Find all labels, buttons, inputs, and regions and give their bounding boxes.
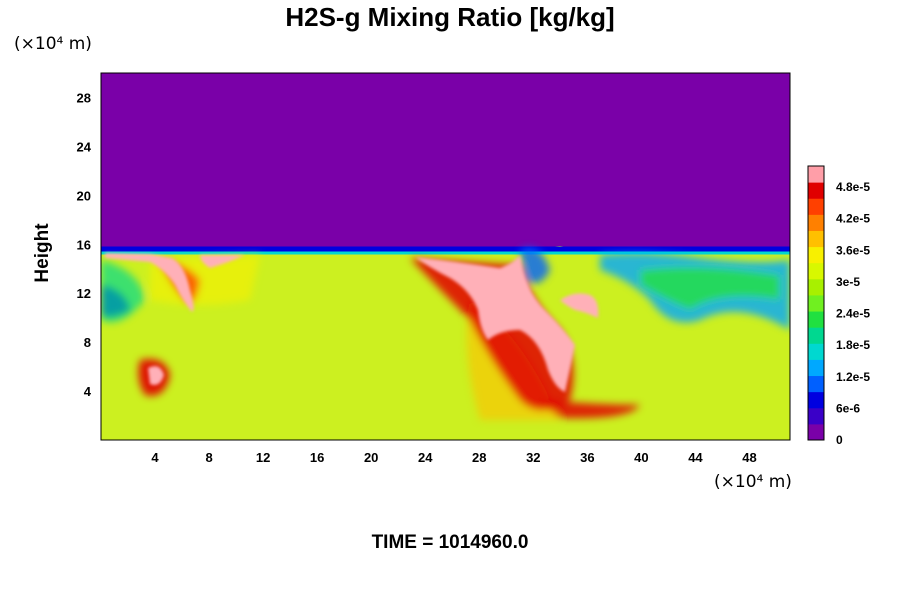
colorbar-segment — [808, 407, 824, 425]
y-tick-label: 20 — [77, 188, 91, 203]
colorbar-tick-label: 1.2e-5 — [836, 370, 870, 384]
y-axis-unit: (×10⁴ m) — [14, 34, 92, 54]
y-tick-label: 8 — [84, 335, 91, 350]
colorbar-segment — [808, 294, 824, 312]
colorbar-tick-label: 3e-5 — [836, 275, 860, 289]
x-tick-label: 24 — [418, 450, 433, 465]
colorbar-segment — [808, 343, 824, 360]
x-tick-label: 48 — [742, 450, 756, 465]
colorbar-tick-label: 4.2e-5 — [836, 212, 870, 226]
x-tick-label: 4 — [151, 450, 159, 465]
field-lower — [101, 246, 790, 440]
colorbar-segment — [808, 166, 824, 183]
colorbar-segment — [808, 359, 824, 377]
y-tick-label: 16 — [77, 237, 91, 252]
y-tick-label: 24 — [77, 139, 92, 154]
colorbar-segment — [808, 246, 824, 264]
plot-frame — [100, 72, 791, 441]
x-axis-ticks: 4 8 12 16 20 24 28 32 36 40 44 48 — [151, 450, 756, 465]
colorbar-tick-label: 6e-6 — [836, 401, 860, 415]
chart-title: H2S-g Mixing Ratio [kg/kg] — [285, 2, 615, 32]
x-tick-label: 40 — [634, 450, 648, 465]
colorbar-segment — [808, 182, 824, 199]
x-tick-label: 28 — [472, 450, 486, 465]
colorbar: 0 6e-6 1.2e-5 1.8e-5 2.4e-5 3e-5 3.6e-5 4.2e-5 4… — [807, 165, 870, 447]
colorbar-segment — [808, 198, 824, 215]
saturated-patches — [105, 253, 599, 392]
x-tick-label: 32 — [526, 450, 540, 465]
colorbar-tick-label: 1.8e-5 — [836, 338, 870, 352]
colorbar-segment — [808, 262, 824, 280]
colorbar-segment — [808, 214, 824, 231]
x-tick-label: 8 — [205, 450, 212, 465]
y-axis-ticks: 4 8 12 16 20 24 28 — [77, 90, 92, 399]
colorbar-tick-label: 4.8e-5 — [836, 180, 870, 194]
x-axis-unit: (×10⁴ m) — [714, 472, 792, 492]
colorbar-segment — [808, 327, 824, 344]
x-tick-label: 36 — [580, 450, 594, 465]
colorbar-segment — [808, 423, 824, 441]
colorbar-frame — [807, 165, 825, 441]
colorbar-tick-label: 0 — [836, 433, 843, 447]
y-tick-label: 12 — [77, 286, 91, 301]
x-tick-label: 20 — [364, 450, 378, 465]
time-footer: TIME = 1014960.0 — [371, 532, 529, 553]
colorbar-segment — [808, 391, 824, 409]
colorbar-segment — [808, 311, 824, 328]
colorbar-tick-label: 2.4e-5 — [836, 307, 870, 321]
colorbar-tick-label: 3.6e-5 — [836, 243, 870, 257]
y-tick-label: 4 — [84, 384, 92, 399]
colorbar-segment — [808, 375, 824, 393]
x-tick-label: 12 — [256, 450, 270, 465]
colorbar-segment — [808, 278, 824, 296]
x-tick-label: 44 — [688, 450, 703, 465]
x-tick-label: 16 — [310, 450, 324, 465]
colorbar-segment — [808, 230, 824, 248]
y-tick-label: 28 — [77, 90, 91, 105]
heatmap-field — [101, 73, 790, 440]
